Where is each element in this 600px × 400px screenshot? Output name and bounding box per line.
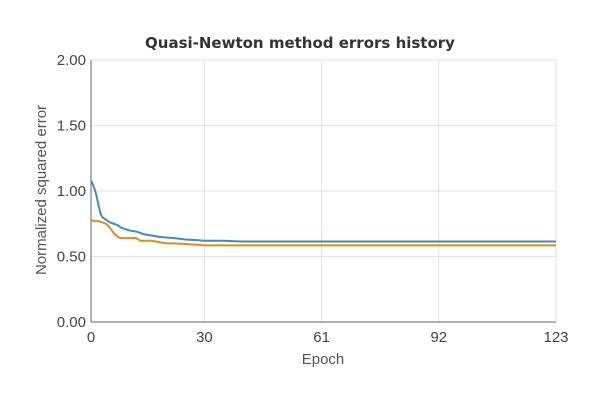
y-axis-label: Normalized squared error	[33, 105, 50, 275]
grid	[90, 59, 557, 323]
y-tick-label: 2.00	[57, 52, 86, 69]
y-tick-label: 0.00	[57, 314, 86, 331]
y-tick-label: 0.50	[57, 249, 86, 266]
x-tick-label: 30	[196, 329, 213, 346]
y-tick-label: 1.50	[57, 118, 86, 135]
x-tick-label: 0	[87, 329, 95, 346]
series-lines	[90, 180, 556, 247]
axes	[90, 60, 556, 323]
x-tick-label: 123	[543, 329, 568, 346]
x-tick-label: 92	[430, 329, 447, 346]
series-line-1	[90, 180, 556, 243]
x-axis-label: Epoch	[302, 351, 345, 368]
y-tick-label: 1.00	[57, 183, 86, 200]
x-tick-label: 61	[313, 329, 330, 346]
series-line-2	[90, 218, 556, 247]
chart-title: Quasi-Newton method errors history	[145, 34, 455, 52]
tick-labels: 0.00 0.50 1.00 1.50 2.00 0 30 61 92 123	[57, 52, 569, 346]
